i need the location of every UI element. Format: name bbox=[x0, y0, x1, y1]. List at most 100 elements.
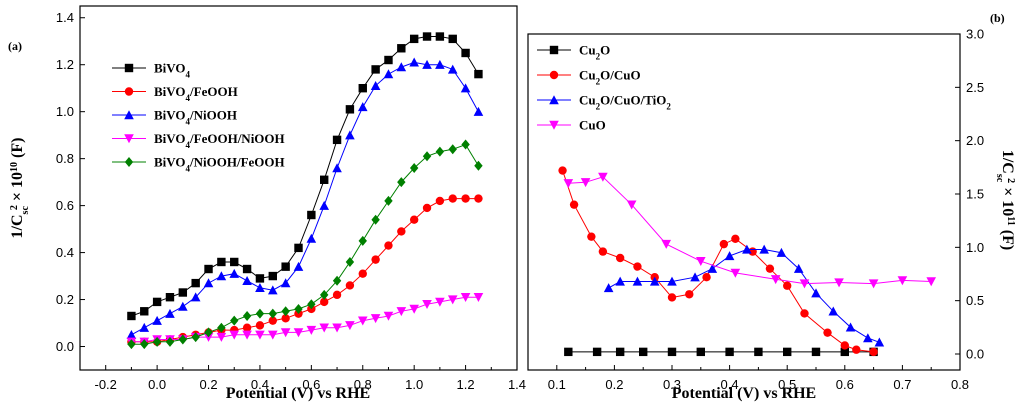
data-point bbox=[397, 227, 406, 236]
y-tick-label: 0.4 bbox=[56, 245, 74, 260]
data-point bbox=[242, 323, 252, 332]
data-point bbox=[384, 55, 393, 65]
x-tick-label: 1.0 bbox=[405, 377, 423, 392]
data-point bbox=[598, 247, 608, 256]
data-point bbox=[165, 336, 175, 347]
legend-label: BiVO4/FeOOH bbox=[154, 84, 238, 103]
legend-label: BiVO4/NiOOH/FeOOH bbox=[154, 155, 285, 174]
y-tick-label: 2.5 bbox=[966, 80, 984, 95]
data-point bbox=[409, 304, 419, 314]
data-point bbox=[461, 139, 470, 150]
data-point bbox=[332, 135, 342, 145]
data-point bbox=[255, 283, 265, 293]
y-axis-label: 1/Csc2 × 1010 (F) bbox=[9, 138, 31, 239]
x-tick-label: 1.4 bbox=[508, 377, 526, 392]
data-point bbox=[696, 347, 705, 357]
data-point bbox=[397, 177, 406, 188]
y-tick-label: 0.0 bbox=[966, 347, 984, 362]
data-point bbox=[811, 347, 821, 357]
data-point bbox=[422, 151, 432, 162]
legend-label: BiVO4/NiOOH bbox=[154, 108, 237, 127]
x-tick-label: 0.4 bbox=[721, 377, 739, 392]
data-point bbox=[229, 330, 240, 340]
data-point bbox=[840, 347, 849, 357]
data-point bbox=[834, 278, 844, 288]
data-point bbox=[357, 316, 368, 326]
data-point bbox=[422, 32, 432, 41]
data-point bbox=[267, 285, 278, 295]
data-point bbox=[633, 262, 642, 271]
data-point bbox=[473, 293, 484, 302]
data-point bbox=[435, 196, 445, 206]
data-point bbox=[474, 160, 483, 171]
data-point bbox=[569, 200, 579, 209]
data-point bbox=[203, 278, 214, 288]
data-point bbox=[725, 347, 734, 357]
legend-label: BiVO4 bbox=[154, 61, 191, 80]
data-point bbox=[461, 194, 470, 203]
legend-label: Cu2O bbox=[579, 43, 610, 62]
data-point bbox=[639, 347, 648, 357]
data-point bbox=[332, 323, 342, 333]
x-axis-label: Potential (V) vs RHE bbox=[226, 385, 370, 402]
data-point bbox=[874, 337, 885, 347]
legend-marker bbox=[124, 157, 134, 167]
data-point bbox=[776, 247, 787, 257]
data-point bbox=[845, 322, 856, 332]
data-point bbox=[731, 234, 740, 243]
data-point bbox=[460, 293, 471, 302]
x-tick-label: 0.2 bbox=[199, 377, 217, 392]
data-point bbox=[280, 278, 291, 288]
data-point bbox=[306, 325, 317, 335]
legend-marker bbox=[124, 63, 134, 73]
series-line bbox=[131, 198, 479, 343]
data-point bbox=[558, 166, 567, 175]
y-tick-label: 0.8 bbox=[56, 151, 74, 166]
data-point bbox=[632, 276, 643, 286]
data-point bbox=[191, 278, 200, 288]
legend-marker bbox=[124, 87, 134, 96]
data-point bbox=[217, 257, 226, 267]
data-point bbox=[319, 323, 330, 333]
data-point bbox=[293, 328, 304, 338]
data-point bbox=[345, 256, 355, 267]
data-point bbox=[281, 262, 290, 271]
series-line bbox=[608, 249, 880, 343]
y-tick-label: 0.0 bbox=[56, 339, 74, 354]
data-point bbox=[869, 347, 878, 357]
data-point bbox=[690, 272, 700, 282]
data-point bbox=[319, 200, 330, 210]
data-point bbox=[724, 251, 735, 261]
data-point bbox=[564, 347, 573, 357]
y-tick-label: 2.0 bbox=[966, 133, 984, 148]
data-point bbox=[783, 281, 792, 290]
y-tick-label: 0.5 bbox=[966, 293, 984, 308]
data-point bbox=[370, 314, 381, 324]
x-tick-label: 0.5 bbox=[778, 377, 796, 392]
series-cu2o-cuo-tio2 bbox=[603, 244, 885, 347]
legend-marker bbox=[549, 70, 559, 80]
data-point bbox=[563, 179, 574, 189]
data-point bbox=[320, 175, 329, 184]
data-point bbox=[332, 275, 342, 286]
data-point bbox=[447, 64, 458, 74]
data-point bbox=[140, 307, 149, 316]
legend-marker bbox=[549, 95, 559, 105]
series-bivo4 bbox=[127, 32, 483, 321]
data-point bbox=[281, 306, 290, 317]
x-tick-label: 0.6 bbox=[836, 377, 854, 392]
x-tick-label: 0.3 bbox=[663, 377, 681, 392]
data-point bbox=[649, 276, 660, 286]
data-point bbox=[409, 57, 419, 67]
data-point bbox=[345, 105, 355, 114]
data-point bbox=[448, 34, 457, 44]
data-point bbox=[230, 315, 239, 326]
data-point bbox=[409, 34, 419, 44]
y-tick-label: 1.0 bbox=[56, 104, 74, 119]
series-bivo4-niooh-feooh bbox=[127, 139, 483, 350]
data-point bbox=[152, 297, 162, 307]
data-point bbox=[759, 244, 769, 254]
legend-label: Cu2O/CuO bbox=[579, 68, 641, 87]
data-point bbox=[345, 321, 355, 331]
data-point bbox=[294, 243, 303, 253]
